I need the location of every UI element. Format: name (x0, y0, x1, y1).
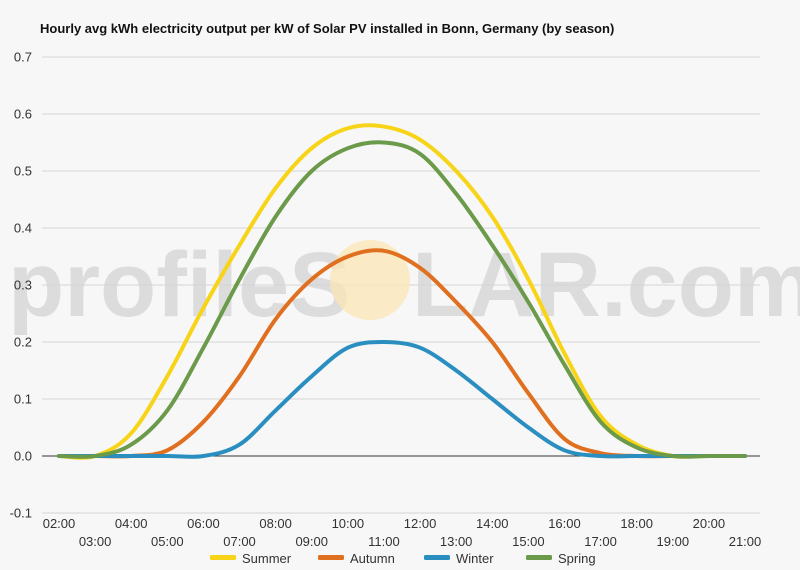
y-tick-label: 0.1 (14, 392, 32, 407)
x-tick-label: 18:00 (620, 516, 653, 531)
watermark-left: profileS (8, 234, 350, 336)
y-axis-ticks: -0.1 0.0 0.1 0.2 0.3 0.4 0.5 0.6 0.7 (10, 50, 32, 521)
legend-label-winter[interactable]: Winter (456, 551, 494, 566)
y-tick-label: 0.2 (14, 335, 32, 350)
series-lines (57, 123, 747, 460)
x-tick-label: 09:00 (295, 534, 328, 549)
x-tick-label: 06:00 (187, 516, 220, 531)
series-line-winter (57, 340, 747, 459)
legend: Summer Autumn Winter Spring (210, 551, 596, 566)
x-tick-label: 13:00 (440, 534, 473, 549)
x-tick-label: 12:00 (404, 516, 437, 531)
x-tick-label: 17:00 (584, 534, 617, 549)
x-tick-label: 05:00 (151, 534, 184, 549)
y-tick-label: -0.1 (10, 506, 32, 521)
series-line-spring (57, 140, 747, 459)
y-tick-label: 0.6 (14, 107, 32, 122)
legend-swatch-autumn[interactable] (318, 555, 344, 560)
x-tick-label: 07:00 (223, 534, 256, 549)
x-tick-label: 03:00 (79, 534, 112, 549)
x-tick-label: 04:00 (115, 516, 148, 531)
x-tick-label: 11:00 (368, 534, 400, 549)
x-tick-label: 02:00 (43, 516, 76, 531)
x-tick-label: 16:00 (548, 516, 581, 531)
series-line-summer (57, 123, 747, 460)
watermark-right: LAR.com (412, 234, 800, 336)
legend-swatch-summer[interactable] (210, 555, 236, 560)
legend-label-summer[interactable]: Summer (242, 551, 292, 566)
watermark-sun-icon (330, 240, 410, 320)
y-tick-label: 0.7 (14, 50, 32, 65)
y-tick-label: 0.3 (14, 278, 32, 293)
x-tick-label: 15:00 (512, 534, 545, 549)
y-tick-label: 0.5 (14, 164, 32, 179)
x-tick-label: 21:00 (729, 534, 762, 549)
x-tick-label: 14:00 (476, 516, 509, 531)
legend-label-spring[interactable]: Spring (558, 551, 596, 566)
x-axis-ticks: 02:0003:0004:0005:0006:0007:0008:0009:00… (43, 516, 762, 549)
x-tick-label: 19:00 (657, 534, 690, 549)
legend-swatch-winter[interactable] (424, 555, 450, 560)
x-tick-label: 20:00 (693, 516, 726, 531)
legend-label-autumn[interactable]: Autumn (350, 551, 395, 566)
y-tick-label: 0.4 (14, 221, 32, 236)
x-tick-label: 08:00 (259, 516, 292, 531)
legend-swatch-spring[interactable] (526, 555, 552, 560)
watermark: profileS LAR.com (8, 234, 800, 336)
chart-title: Hourly avg kWh electricity output per kW… (40, 21, 614, 36)
x-tick-label: 10:00 (332, 516, 365, 531)
y-tick-label: 0.0 (14, 449, 32, 464)
